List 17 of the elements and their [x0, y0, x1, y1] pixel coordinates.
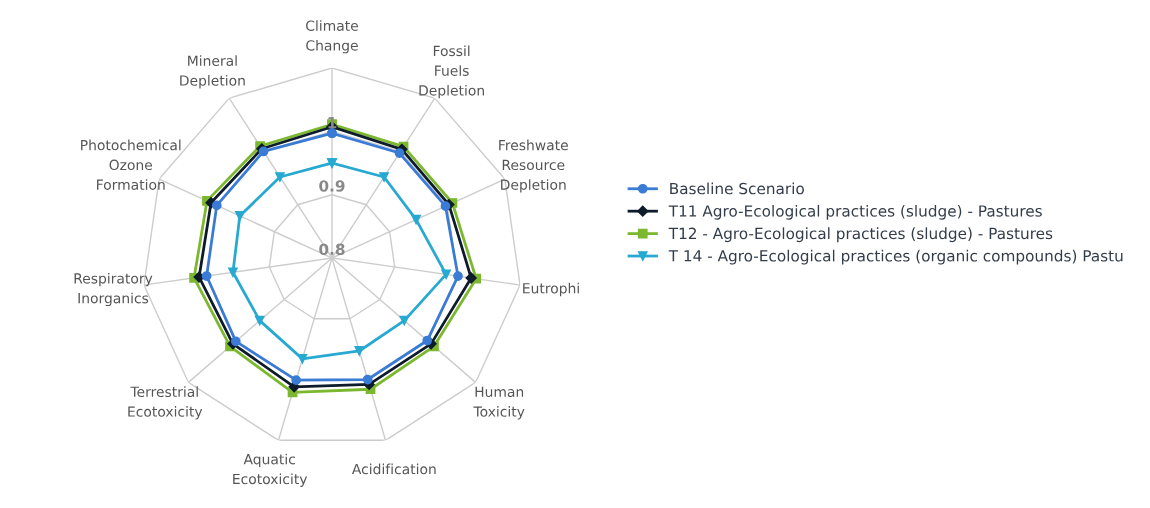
- spoke-label: Photochemical Ozone Formation: [81, 139, 181, 190]
- legend-label: T11 Agro-Ecological practices (sludge) - Pastures: [668, 204, 1042, 220]
- spoke-label: Respiratory Inorganics: [74, 272, 153, 307]
- spoke-label: Fossil Fuels Depletion: [419, 45, 484, 99]
- spoke-label: Mineral Depletion: [180, 55, 245, 89]
- spoke-label: Human Toxicity: [473, 386, 525, 420]
- y-tick-label: 0.8: [319, 243, 345, 256]
- legend-label: T 14 - Agro-Ecological practices (organic compounds) Pastu: [668, 249, 1123, 265]
- spoke-label: Acidification: [351, 463, 436, 475]
- y-tick-label: 0.9: [319, 180, 345, 192]
- spoke-label: Terrestrial Ecotoxicity: [128, 386, 203, 420]
- spoke-label: Climate Change: [306, 20, 358, 54]
- spoke-label: Eutrophi: [523, 282, 579, 297]
- legend-label: T12 - Agro-Ecological practices (sludge) - Pastures: [668, 227, 1053, 243]
- spoke-label: Aquatic Ecotoxicity: [233, 453, 308, 487]
- spoke-label: Freshwate Resource Depletion: [499, 139, 568, 193]
- legend-label: Baseline Scenario: [670, 182, 804, 195]
